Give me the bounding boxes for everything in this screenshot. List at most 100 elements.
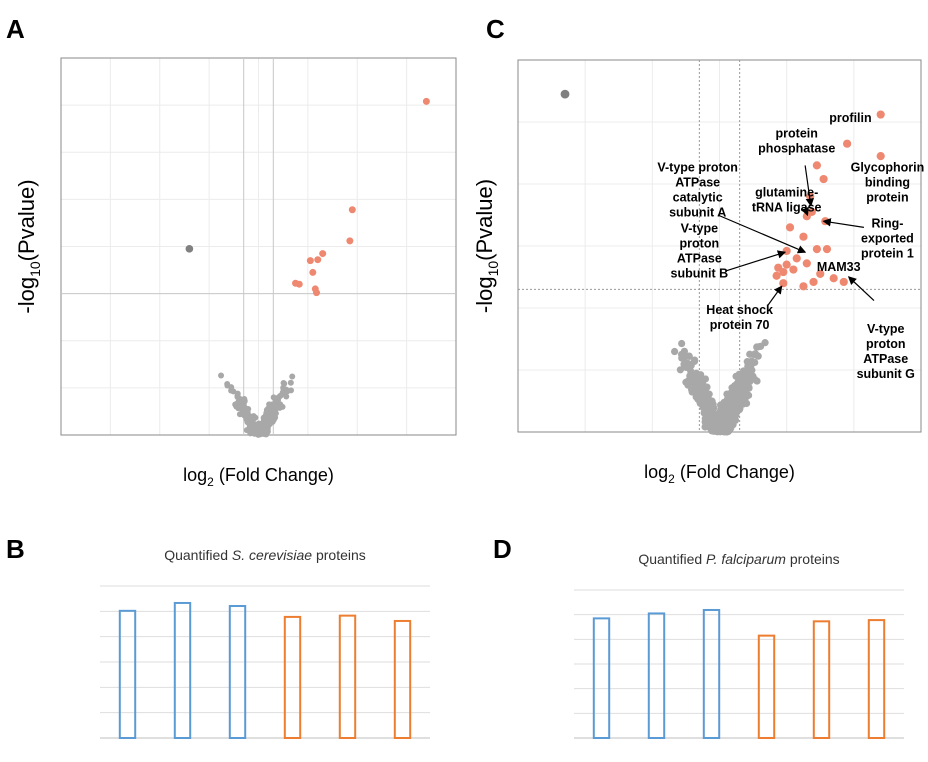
chart-title-part: proteins [312, 547, 366, 563]
scatter-point [690, 357, 699, 366]
annotation-arrow [804, 165, 814, 207]
y-axis-label-part: (Pvalue) [14, 179, 39, 261]
significant-point [319, 250, 327, 258]
panel-letter-c: C [486, 14, 505, 44]
volcano-plot-c: log2 (Fold Change) -log10(Pvalue) profilin… [472, 59, 925, 486]
significant-point [785, 223, 795, 232]
significant-point [809, 277, 818, 287]
x-axis-label-sub: 2 [668, 472, 675, 486]
significant-point [799, 232, 808, 241]
scatter-point [695, 393, 703, 401]
scatter-point [751, 358, 759, 367]
x-axis-label: log2 (Fold Change) [183, 465, 334, 489]
significant-point [348, 206, 356, 214]
scatter-point [705, 409, 713, 417]
point-label: Heat shock protein 70 [706, 303, 773, 332]
point-label-line: tRNA ligase [752, 200, 822, 214]
scatter-point [717, 423, 726, 431]
point-label-line: profilin [829, 111, 871, 125]
point-label: glutamine-tRNA ligase [752, 185, 822, 214]
bar [592, 617, 611, 739]
point-label-line: V-type [867, 322, 905, 336]
point-label-line: Glycophorin [851, 161, 925, 175]
point-label-line: proton [866, 337, 906, 351]
significant-point [799, 282, 808, 291]
point-label-line: ATPase [677, 251, 722, 265]
scatter-point [270, 409, 277, 416]
scatter-point [727, 389, 735, 397]
scatter-point [703, 383, 711, 391]
significant-point [295, 280, 303, 288]
bar [702, 608, 721, 739]
scatter-point [287, 379, 294, 386]
scatter-point [683, 359, 691, 368]
panel-letter-d: D [493, 534, 512, 564]
annotation-arrow [801, 206, 809, 217]
significant-point [876, 152, 885, 161]
scatter-point [218, 372, 225, 379]
significant-point [314, 256, 322, 264]
point-label: protein phosphatase [758, 127, 835, 156]
scatter-point [746, 365, 754, 374]
point-label-line: protein 1 [861, 246, 914, 260]
panel-letter-b: B [6, 534, 25, 564]
point-label-line: catalytic [673, 191, 723, 205]
point-label-line: protein 70 [710, 318, 770, 332]
significant-point [346, 237, 354, 245]
scatter-point [710, 404, 718, 412]
scatter-point [277, 392, 284, 399]
point-label-line: subunit A [669, 206, 726, 220]
scatter-point [694, 387, 702, 395]
scatter-point [703, 400, 711, 408]
scatter-point [753, 351, 761, 360]
x-axis-label-sub: 2 [207, 475, 214, 489]
scatter-point [684, 381, 692, 389]
scatter-point [236, 398, 243, 405]
point-label-line: Ring- [871, 216, 903, 230]
scatter-point [735, 372, 743, 381]
scatter-point [688, 388, 696, 396]
point-label-line: ATPase [863, 352, 908, 366]
point-label-line: ATPase [675, 176, 720, 190]
scatter-point [263, 409, 270, 416]
y-axis-label: -log10(Pvalue) [14, 179, 43, 313]
significant-point [789, 265, 798, 274]
scatter-point [277, 402, 284, 409]
bar [228, 605, 247, 739]
point-label: profilin [829, 111, 871, 125]
point-label: Glycophorin binding protein [851, 161, 925, 205]
panel-letter-a: A [6, 14, 25, 44]
significant-point [779, 279, 788, 288]
bar [118, 609, 137, 739]
scatter-point [732, 382, 741, 390]
scatter-point [289, 373, 296, 380]
scatter-point [726, 411, 734, 419]
y-axis-label-sub: 10 [485, 261, 501, 277]
scatter-point [676, 366, 684, 374]
point-label-line: subunit G [857, 367, 915, 381]
scatter-point [735, 388, 744, 396]
significant-point [313, 289, 321, 297]
scatter-point [256, 430, 263, 437]
bar [338, 614, 357, 740]
point-label-line: binding [865, 176, 910, 190]
x-axis-label-part: log [644, 462, 668, 482]
point-label: Ring-exported protein 1 [861, 216, 914, 260]
significant-point [839, 277, 848, 287]
scatter-point [678, 339, 686, 348]
chart-title: Quantified P. falciparum proteins [638, 551, 839, 567]
chart-title: Quantified S. cerevisiae proteins [164, 547, 366, 563]
significant-point [774, 263, 783, 272]
x-axis-label: log2 (Fold Change) [644, 462, 795, 486]
significant-point [816, 269, 825, 278]
scatter-point [726, 402, 734, 410]
bar-chart-d: Quantified P. falciparum proteins [574, 551, 904, 740]
point-label-line: exported [861, 231, 914, 245]
bar [393, 619, 412, 740]
scatter-point [244, 409, 251, 416]
bar-chart-b: Quantified S. cerevisiae proteins [100, 547, 430, 740]
bar [173, 601, 192, 739]
chart-title-italic: S. cerevisiae [232, 547, 312, 563]
point-label-line: Heat shock [706, 303, 773, 317]
